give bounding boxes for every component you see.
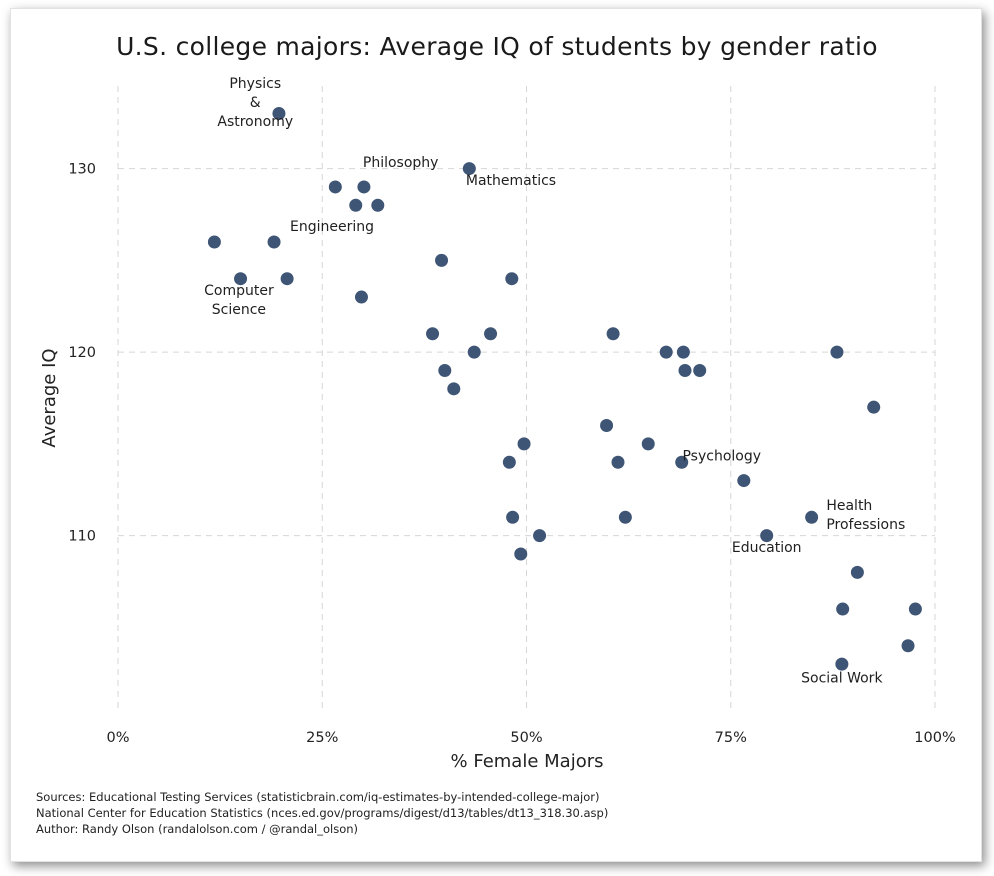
- scatter-point: [514, 547, 528, 561]
- scatter-point: [533, 529, 547, 543]
- figure-frame: [10, 8, 982, 862]
- scatter-point: [867, 400, 881, 414]
- y-tick-label: 130: [68, 162, 96, 178]
- scatter-point: [426, 327, 440, 341]
- x-tick-label: 75%: [715, 730, 747, 746]
- scatter-point: [835, 657, 849, 671]
- scatter-point: [447, 382, 461, 396]
- scatter-point: [354, 290, 368, 304]
- annotation-label: Physics & Astronomy: [217, 76, 293, 130]
- scatter-point: [901, 639, 915, 653]
- scatter-point: [435, 253, 449, 267]
- scatter-point: [272, 107, 286, 121]
- scatter-point: [676, 345, 690, 359]
- annotation-label: Health Professions: [826, 498, 905, 533]
- scatter-point: [467, 345, 481, 359]
- annotation-label: Mathematics: [466, 173, 556, 189]
- y-tick-label: 110: [68, 529, 96, 545]
- scatter-point: [850, 565, 864, 579]
- scatter-point: [505, 272, 519, 286]
- annotation-label: Psychology: [682, 448, 761, 464]
- scatter-point: [611, 455, 625, 469]
- scatter-point: [357, 180, 371, 194]
- scatter-point: [836, 602, 850, 616]
- sources-block: Sources: Educational Testing Services (s…: [36, 789, 608, 837]
- chart-title: U.S. college majors: Average IQ of stude…: [116, 32, 878, 61]
- scatter-point: [737, 474, 751, 488]
- data-points: [207, 107, 922, 671]
- annotation-label: Computer Science: [204, 283, 274, 318]
- scatter-point: [484, 327, 498, 341]
- annotation-label: Engineering: [290, 219, 374, 235]
- scatter-point: [675, 455, 689, 469]
- annotation-label: Philosophy: [363, 155, 439, 171]
- scatter-point: [659, 345, 673, 359]
- scatter-point: [693, 363, 707, 377]
- scatter-point: [502, 455, 516, 469]
- x-tick-label: 0%: [106, 730, 129, 746]
- scatter-point: [349, 198, 363, 212]
- x-tick-label: 100%: [914, 730, 955, 746]
- scatter-point: [207, 235, 221, 249]
- annotation-label: Social Work: [801, 670, 883, 686]
- scatter-point: [606, 327, 620, 341]
- scatter-point: [678, 363, 692, 377]
- scatter-point: [618, 510, 632, 524]
- y-tick-label: 120: [68, 345, 96, 361]
- scatter-point: [517, 437, 531, 451]
- scatter-point: [641, 437, 655, 451]
- source-line: Author: Randy Olson (randalolson.com / @…: [36, 822, 359, 836]
- scatter-point: [760, 529, 774, 543]
- scatter-point: [908, 602, 922, 616]
- source-line: National Center for Education Statistics…: [36, 806, 609, 820]
- scatter-point: [438, 363, 452, 377]
- scatter-point: [371, 198, 385, 212]
- annotation-label: Education: [732, 540, 802, 556]
- scatter-point: [600, 419, 614, 433]
- scatter-point: [830, 345, 844, 359]
- scatter-point: [506, 510, 520, 524]
- x-axis-label: % Female Majors: [451, 751, 604, 772]
- source-line: Sources: Educational Testing Services (s…: [36, 790, 600, 804]
- tick-labels: 0% 25% 50% 75% 100% 110 120 130: [68, 162, 955, 746]
- scatter-point: [280, 272, 294, 286]
- scatter-point: [462, 162, 476, 176]
- scatter-point: [267, 235, 281, 249]
- scatter-point: [805, 510, 819, 524]
- scatter-point: [328, 180, 342, 194]
- y-axis-label: Average IQ: [39, 348, 60, 447]
- x-tick-label: 25%: [306, 730, 338, 746]
- point-annotations: Physics & Astronomy Philosophy Mathematics En…: [204, 76, 905, 687]
- grid-lines: [117, 86, 936, 710]
- x-tick-label: 50%: [510, 730, 542, 746]
- scatter-point: [234, 272, 248, 286]
